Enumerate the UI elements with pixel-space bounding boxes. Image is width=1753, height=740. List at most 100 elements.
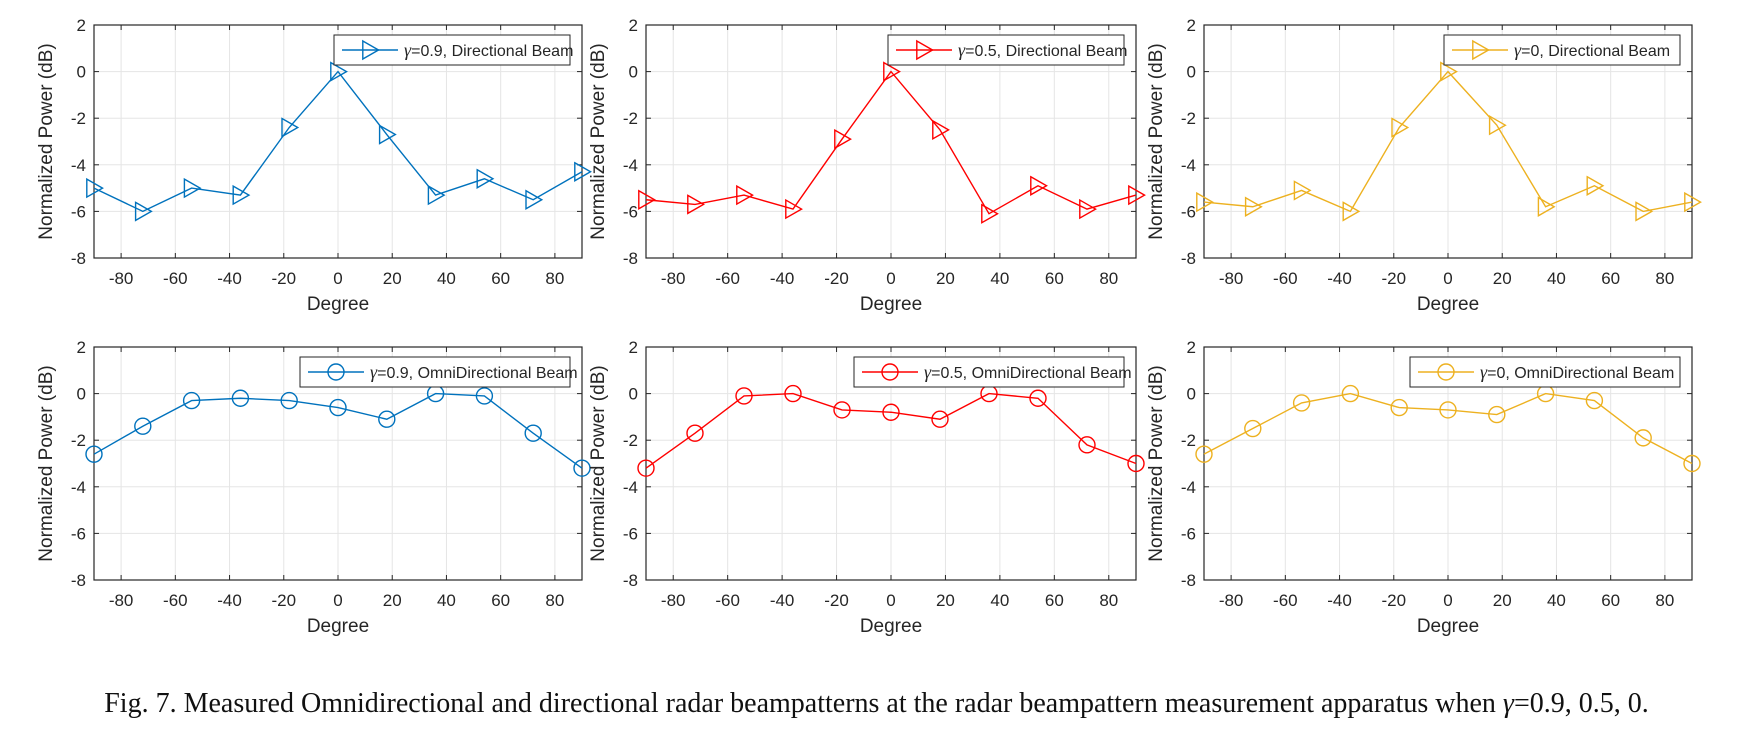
y-tick-label: -2 — [71, 431, 86, 450]
x-tick-label: -20 — [271, 269, 296, 288]
legend-label: γ=0.5, OmniDirectional Beam — [924, 362, 1132, 382]
y-tick-label: -6 — [71, 202, 86, 221]
legend-gamma-symbol: γ — [370, 362, 378, 382]
y-tick-label: 2 — [1187, 338, 1196, 357]
data-point — [1244, 196, 1263, 217]
x-tick-label: 20 — [383, 591, 402, 610]
data-point — [280, 391, 298, 410]
y-tick-label: 2 — [629, 16, 638, 35]
y-tick-label: 2 — [77, 338, 86, 357]
data-point — [882, 403, 900, 421]
data-point — [1342, 201, 1361, 222]
legend-marker-swatch — [916, 39, 934, 61]
x-axis-label: Degree — [307, 294, 369, 315]
y-tick-label: -4 — [1181, 156, 1196, 175]
legend: γ=0, OmniDirectional Beam — [1409, 356, 1681, 388]
series-line — [645, 392, 1137, 469]
series-line — [1203, 70, 1693, 213]
x-tick-label: 60 — [1601, 269, 1620, 288]
x-tick-label: -40 — [1327, 269, 1352, 288]
series-line — [93, 70, 583, 213]
legend-label: γ=0.5, Directional Beam — [958, 40, 1127, 60]
data-point — [574, 161, 592, 182]
x-axis-label: Degree — [1417, 616, 1479, 637]
x-tick-label: 40 — [1547, 591, 1566, 610]
y-axis-label: Normalized Power (dB) — [36, 43, 57, 239]
x-tick-label: 40 — [990, 591, 1009, 610]
data-point — [1488, 405, 1506, 424]
data-point — [785, 198, 803, 220]
data-point — [427, 184, 446, 206]
data-point — [833, 401, 851, 419]
data-point — [476, 168, 495, 189]
data-point — [1029, 389, 1047, 407]
data-point — [475, 387, 494, 405]
y-tick-label: 2 — [1187, 16, 1196, 35]
data-point — [85, 445, 103, 463]
data-point — [1634, 429, 1652, 447]
y-tick-label: 2 — [629, 338, 638, 357]
y-tick-label: -8 — [1181, 249, 1196, 268]
caption-suffix: =0.9, 0.5, 0. — [1513, 688, 1649, 719]
data-point — [1030, 175, 1048, 196]
legend-label: γ=0.9, OmniDirectional Beam — [370, 362, 578, 382]
legend-text: =0, OmniDirectional Beam — [1487, 365, 1674, 382]
data-point — [736, 184, 754, 206]
legend-marker-swatch — [1437, 363, 1455, 381]
y-tick-label: -8 — [1181, 571, 1196, 590]
data-point — [735, 387, 753, 405]
legend: γ=0.9, OmniDirectional Beam — [299, 356, 578, 388]
legend-label: γ=0, OmniDirectional Beam — [1480, 362, 1674, 382]
legend-marker-swatch — [327, 363, 345, 381]
y-tick-label: -4 — [623, 478, 638, 497]
data-point — [1079, 198, 1097, 220]
y-tick-label: -6 — [1181, 524, 1196, 543]
x-tick-label: -60 — [163, 591, 188, 610]
y-tick-label: -8 — [623, 249, 638, 268]
x-tick-label: 0 — [1443, 591, 1452, 610]
legend-text: =0.9, Directional Beam — [411, 43, 573, 60]
x-axis-label: Degree — [860, 294, 922, 315]
data-point — [686, 424, 704, 442]
legend: γ=0.5, Directional Beam — [887, 34, 1127, 66]
y-tick-label: -8 — [71, 249, 86, 268]
data-point — [1390, 398, 1408, 417]
x-tick-label: -40 — [217, 269, 242, 288]
x-tick-label: 0 — [333, 269, 342, 288]
legend-marker-swatch — [1472, 39, 1490, 61]
y-tick-label: -2 — [71, 109, 86, 128]
x-tick-label: 0 — [886, 591, 895, 610]
y-axis-label: Normalized Power (dB) — [1146, 43, 1167, 239]
x-tick-label: 80 — [545, 269, 564, 288]
y-axis-label: Normalized Power (dB) — [588, 43, 609, 239]
data-point — [524, 424, 542, 442]
data-point — [1127, 454, 1145, 473]
y-tick-label: -2 — [623, 109, 638, 128]
legend: γ=0.9, Directional Beam — [333, 34, 573, 66]
x-tick-label: -40 — [1327, 591, 1352, 610]
x-tick-label: 60 — [1045, 591, 1064, 610]
x-tick-label: -80 — [661, 591, 686, 610]
data-point — [1683, 454, 1701, 473]
chart-panel-6: -80 -60 -40 -20 0 20 40 60 8020-2-4-6-8DegreeNor… — [1146, 338, 1701, 637]
y-axis-label: Normalized Power (dB) — [1146, 365, 1167, 561]
x-tick-label: 60 — [1601, 591, 1620, 610]
data-point — [378, 124, 397, 145]
y-tick-label: -6 — [71, 524, 86, 543]
y-tick-label: 0 — [1187, 63, 1196, 82]
x-tick-label: 0 — [1443, 269, 1452, 288]
data-point — [1635, 201, 1654, 222]
data-point — [1439, 401, 1457, 419]
x-tick-label: 20 — [936, 591, 955, 610]
x-tick-label: -60 — [715, 269, 740, 288]
x-tick-label: 20 — [1493, 591, 1512, 610]
caption-prefix: Fig. 7. Measured Omnidirectional and dir… — [104, 688, 1503, 719]
data-point — [1128, 184, 1146, 206]
x-tick-label: 40 — [437, 269, 456, 288]
x-tick-label: 80 — [1655, 591, 1674, 610]
data-point — [981, 203, 999, 224]
data-point — [183, 177, 202, 199]
data-point — [525, 189, 544, 210]
chart-panel-1: -80 -60 -40 -20 0 20 40 60 8020-2-4-6-8DegreeNor… — [36, 16, 592, 315]
data-point — [330, 61, 348, 82]
